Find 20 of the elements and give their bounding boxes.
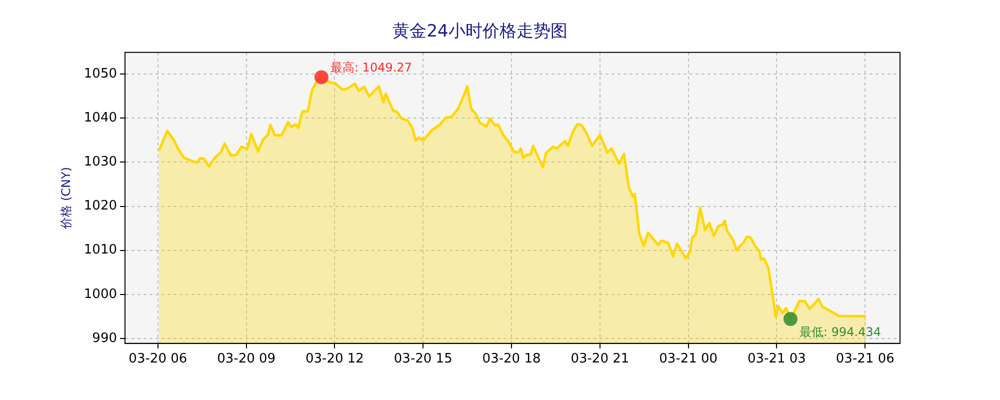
x-tick-label: 03-20 06 (128, 352, 188, 367)
y-tick-label: 1030 (84, 154, 117, 170)
y-tick-label: 990 (92, 330, 117, 346)
y-tick-label: 1010 (84, 242, 117, 258)
y-tick-label: 1020 (84, 198, 117, 214)
y-axis-title: 价格 (CNY) (59, 166, 74, 230)
y-tick-label: 1040 (84, 110, 117, 126)
x-tick-label: 03-20 15 (394, 352, 452, 367)
annotation: 最低: 994.434 (799, 325, 881, 340)
chart-title: 黄金24小时价格走势图 (392, 22, 568, 42)
x-tick-label: 03-20 18 (482, 352, 541, 367)
y-tick-label: 1050 (84, 66, 117, 82)
x-tick-label: 03-20 09 (217, 352, 276, 367)
x-tick-label: 03-21 06 (836, 352, 894, 367)
y-tick-label: 1000 (84, 286, 117, 302)
x-tick-label: 03-20 21 (570, 352, 630, 367)
x-tick-label: 03-20 12 (305, 352, 364, 367)
x-tick-label: 03-21 00 (659, 352, 718, 367)
x-tick-label: 03-21 03 (748, 352, 806, 367)
annotation: 最高: 1049.27 (330, 60, 412, 74)
